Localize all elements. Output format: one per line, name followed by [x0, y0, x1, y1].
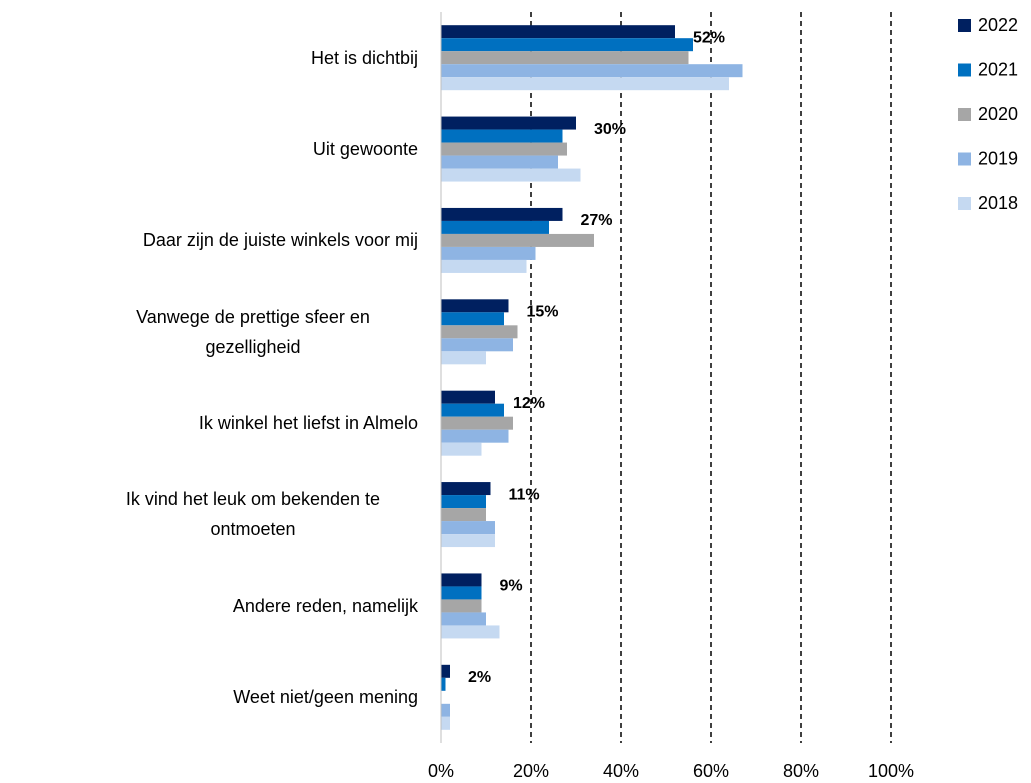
bar [441, 233, 594, 247]
category-label-box: Andere reden, namelijk [233, 560, 418, 651]
legend-label: 2019 [978, 148, 1018, 168]
legend-swatch [958, 152, 971, 166]
data-label: 15% [527, 304, 559, 321]
x-tick-label: 80% [783, 761, 819, 781]
x-tick-label: 100% [868, 761, 914, 781]
bar [441, 442, 482, 456]
bar [441, 259, 527, 273]
bar [441, 129, 563, 143]
category-label-box: Het is dichtbij [311, 12, 418, 103]
data-label: 27% [581, 212, 613, 229]
legend-label: 2020 [978, 104, 1018, 124]
category-label: Ik winkel het liefst in Almelo [198, 413, 418, 433]
data-label: 11% [509, 486, 540, 503]
bar [441, 38, 693, 52]
bar [441, 325, 518, 339]
bar [441, 220, 549, 234]
x-tick-label: 60% [693, 761, 729, 781]
legend-label: 2018 [978, 193, 1018, 213]
bar [441, 64, 743, 78]
x-tick-label: 40% [603, 761, 639, 781]
data-label: 12% [513, 395, 545, 412]
bar [441, 116, 576, 130]
category-label-box: Ik winkel het liefst in Almelo [199, 378, 418, 469]
x-tick-label: 0% [428, 761, 454, 781]
category-label-box: Daar zijn de juiste winkels voor mij [143, 195, 418, 286]
bar [441, 599, 482, 613]
bar [441, 612, 486, 626]
bar [441, 312, 504, 326]
legend-swatch [958, 63, 971, 77]
category-label-box: Uit gewoonte [313, 103, 418, 194]
bar [441, 664, 450, 678]
bar [441, 51, 689, 65]
category-label-box: Weet niet/geen mening [233, 652, 418, 743]
x-tick-label: 20% [513, 761, 549, 781]
category-label: Vanwege de prettige sfeer en gezellighei… [136, 306, 370, 357]
bar [441, 299, 509, 313]
bar [441, 155, 558, 169]
bar [441, 677, 446, 691]
data-label: 2% [468, 669, 491, 686]
bar [441, 586, 482, 600]
bar [441, 429, 509, 443]
bar [441, 390, 495, 404]
bar [441, 534, 495, 548]
bar [441, 403, 504, 417]
data-label: 30% [594, 121, 626, 138]
bar [441, 703, 450, 717]
bar [441, 77, 729, 91]
bar [441, 495, 486, 509]
legend-swatch [958, 197, 971, 210]
bar [441, 482, 491, 496]
bar [441, 25, 675, 39]
category-label: Weet niet/geen mening [233, 687, 418, 708]
category-label-box: Ik vind het leuk om bekenden te ontmoete… [88, 469, 418, 560]
legend-label: 2022 [978, 15, 1018, 35]
category-label: Het is dichtbij [310, 47, 418, 68]
bar [441, 246, 536, 260]
bar [441, 716, 450, 730]
bar [441, 416, 513, 430]
data-label: 52% [693, 29, 725, 46]
bar [441, 521, 495, 535]
bar [441, 351, 486, 365]
legend-swatch [958, 19, 971, 32]
data-label: 9% [500, 578, 523, 595]
category-label: Andere reden, namelijk [232, 595, 418, 616]
bar [441, 625, 500, 639]
category-label: Uit gewoonte [312, 138, 418, 159]
category-label: Ik vind het leuk om bekenden te ontmoete… [125, 489, 381, 540]
category-label: Daar zijn de juiste winkels voor mij [142, 230, 418, 251]
bar [441, 207, 563, 221]
legend-swatch [958, 108, 971, 121]
bar [441, 142, 567, 156]
bar [441, 508, 486, 522]
bar [441, 338, 513, 352]
category-label-box: Vanwege de prettige sfeer en gezellighei… [88, 286, 418, 377]
legend-label: 2021 [978, 59, 1018, 79]
bar [441, 168, 581, 182]
bar [441, 573, 482, 587]
